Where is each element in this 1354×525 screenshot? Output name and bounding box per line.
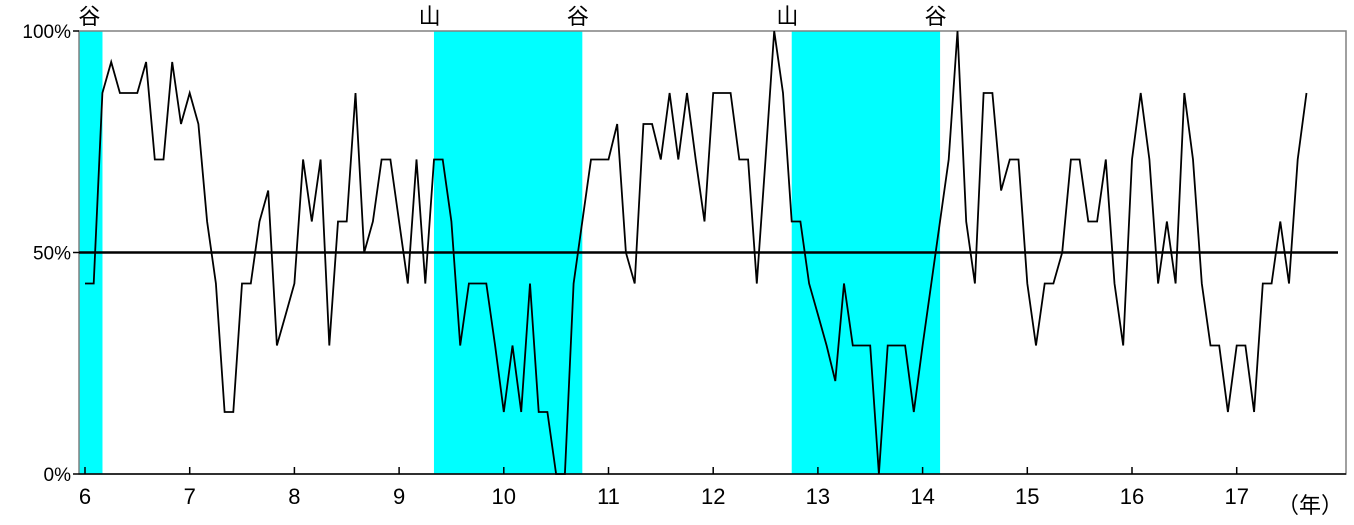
- series-line: [85, 30, 1308, 475]
- x-tick-label: 13: [806, 484, 830, 509]
- x-tick-label: 11: [597, 484, 620, 509]
- y-axis-ticks: 0% 50% 100%: [22, 22, 79, 486]
- y-tick-label: 100%: [22, 22, 71, 43]
- x-tick-label: 6: [79, 484, 91, 509]
- x-tick-label: 8: [288, 484, 300, 509]
- x-tick-label: 14: [910, 484, 934, 509]
- turning-point-label: 山: [419, 4, 441, 29]
- x-axis-ticks: 6 7 8 9 10 11 12 13 14 15 16 17: [79, 467, 1249, 509]
- turning-point-label: 谷: [567, 4, 589, 29]
- turning-point-label: 谷: [78, 4, 100, 29]
- turning-point-markers: 谷山谷山谷: [78, 4, 946, 29]
- y-tick-label: 50%: [33, 244, 71, 265]
- x-tick-label: 16: [1120, 484, 1144, 509]
- x-tick-label: 7: [184, 484, 196, 509]
- turning-point-label: 山: [776, 4, 798, 29]
- x-tick-label: 9: [393, 484, 405, 509]
- x-tick-label: 15: [1015, 484, 1039, 509]
- turning-point-label: 谷: [925, 4, 947, 29]
- y-tick-label: 0%: [44, 465, 72, 486]
- x-axis-label: （年）: [1277, 493, 1343, 518]
- x-tick-label: 17: [1224, 484, 1248, 509]
- x-tick-label: 12: [701, 484, 725, 509]
- x-tick-label: 10: [492, 484, 516, 509]
